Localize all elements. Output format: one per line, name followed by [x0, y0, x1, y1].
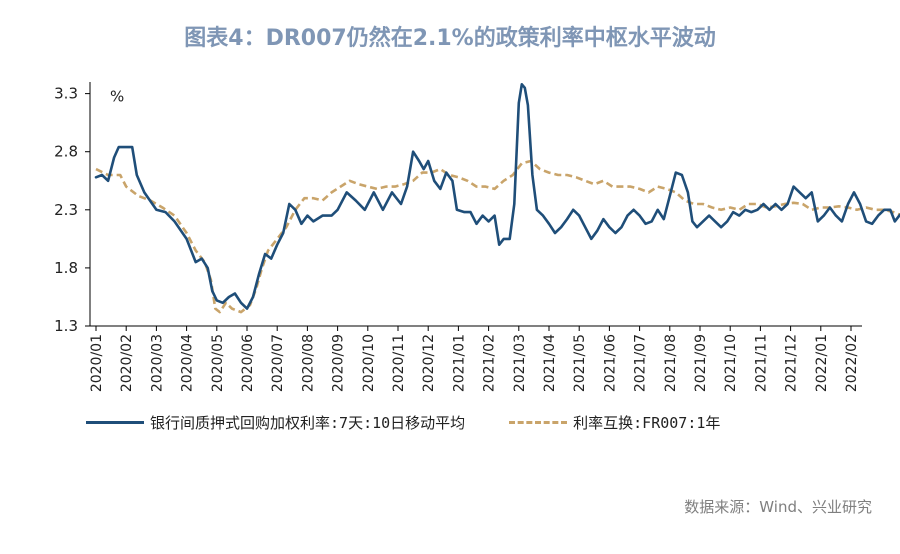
- x-tick-label: 2021/12: [784, 334, 800, 392]
- x-tick-label: 2020/02: [119, 334, 135, 392]
- x-tick-label: 2020/08: [300, 334, 316, 392]
- x-tick-label: 2021/01: [451, 334, 467, 392]
- x-tick-label: 2020/01: [89, 334, 105, 392]
- x-tick-label: 2020/10: [361, 334, 377, 392]
- y-tick-label: 1.8: [54, 259, 78, 277]
- legend-item-dr007: 银行间质押式回购加权利率:7天:10日移动平均: [86, 412, 465, 433]
- source-note: 数据来源：Wind、兴业研究: [684, 498, 872, 516]
- x-tick-label: 2021/02: [482, 334, 498, 392]
- series-group: [94, 83, 900, 314]
- x-tick-label: 2021/09: [693, 334, 709, 392]
- x-tick-label: 2020/12: [421, 334, 437, 392]
- x-tick-label: 2021/04: [542, 334, 558, 392]
- x-tick-label: 2020/11: [391, 334, 407, 392]
- x-tick-label: 2020/07: [270, 334, 286, 392]
- x-axis: 2020/01 2020/02 2020/03 2020/04 2020/05 2020/…: [89, 325, 862, 392]
- y-tick-label: 2.3: [54, 201, 78, 219]
- x-tick-label: 2021/05: [572, 334, 588, 392]
- legend-item-fr007: 利率互换:FR007:1年: [509, 412, 720, 433]
- chart-title: 图表4：DR007仍然在2.1%的政策利率中枢水平波动: [184, 26, 716, 51]
- x-tick-label: 2021/03: [512, 334, 528, 392]
- x-tick-label: 2021/07: [633, 334, 649, 392]
- x-tick-label: 2021/11: [753, 334, 769, 392]
- legend-label-dr007: 银行间质押式回购加权利率:7天:10日移动平均: [150, 414, 466, 432]
- legend-swatch-solid: [86, 421, 144, 424]
- series-line-dr007: [94, 83, 900, 310]
- legend-label-fr007: 利率互换:FR007:1年: [573, 414, 721, 432]
- x-tick-label: 2021/08: [663, 334, 679, 392]
- y-tick-label: 3.3: [54, 85, 78, 103]
- x-tick-label: 2020/03: [149, 334, 165, 392]
- unit-label: %: [110, 88, 124, 106]
- series-line-fr007: [95, 159, 900, 314]
- x-tick-label: 2021/06: [602, 334, 618, 392]
- x-tick-label: 2020/06: [240, 334, 256, 392]
- y-axis: 1.3 1.8 2.3 2.8 3.3: [54, 82, 91, 335]
- x-tick-label: 2021/10: [723, 334, 739, 392]
- legend-swatch-dashed: [509, 421, 568, 424]
- x-tick-label: 2020/09: [331, 334, 347, 392]
- y-tick-label: 2.8: [54, 143, 78, 161]
- x-tick-label: 2020/05: [210, 334, 226, 392]
- x-tick-label: 2020/04: [180, 334, 196, 392]
- y-tick-label: 1.3: [54, 317, 78, 335]
- x-tick-label: 2022/02: [844, 334, 860, 392]
- legend: 银行间质押式回购加权利率:7天:10日移动平均 利率互换:FR007:1年: [86, 412, 764, 433]
- x-tick-label: 2022/01: [814, 334, 830, 392]
